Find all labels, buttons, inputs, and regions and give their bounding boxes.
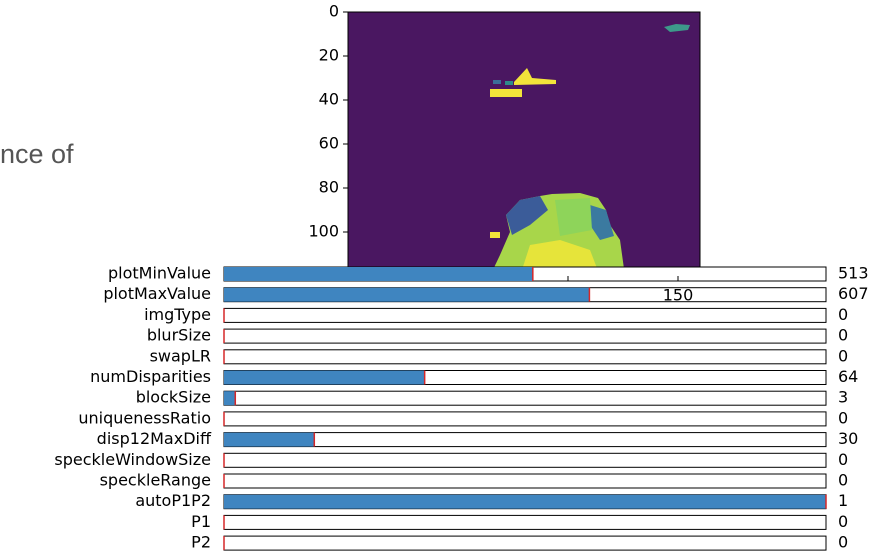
slider-value: 1 (838, 491, 848, 510)
slider-label: imgType (144, 305, 211, 324)
slider-track (224, 350, 826, 364)
slider-label: plotMaxValue (103, 284, 211, 303)
slider-fill (224, 495, 826, 509)
slider-value: 64 (838, 367, 858, 386)
screen: nce of 020406080100050100150plotMinValue… (0, 0, 889, 554)
slider-value: 0 (838, 326, 848, 345)
slider-label: blurSize (147, 326, 211, 345)
slider-label: P2 (191, 533, 211, 552)
slider-value: 0 (838, 346, 848, 365)
slider-track (224, 515, 826, 529)
slider-track (224, 453, 826, 467)
y-tick-label: 20 (319, 46, 339, 65)
slider-label: blockSize (136, 388, 211, 407)
y-tick-label: 100 (308, 222, 339, 241)
slider-fill (224, 267, 533, 281)
slider-track (224, 391, 826, 405)
y-tick-label: 80 (319, 178, 339, 197)
y-tick-label: 40 (319, 90, 339, 109)
slider-fill (224, 391, 235, 405)
slider-fill (224, 288, 589, 302)
background-text: nce of (0, 139, 74, 169)
slider-label: uniquenessRatio (78, 408, 211, 427)
slider-value: 3 (838, 388, 848, 407)
slider-track (224, 412, 826, 426)
slider-value: 0 (838, 450, 848, 469)
slider-value: 0 (838, 305, 848, 324)
x-tick-label: 150 (663, 286, 694, 305)
slider-label: plotMinValue (108, 264, 211, 283)
slider-value: 0 (838, 533, 848, 552)
slider-label: speckleRange (100, 471, 211, 490)
slider-label: autoP1P2 (135, 491, 211, 510)
slider-track (224, 308, 826, 322)
y-tick-label: 0 (329, 2, 339, 21)
slider-track (224, 329, 826, 343)
slider-value: 0 (838, 512, 848, 531)
slider-value: 513 (838, 264, 869, 283)
slider-label: numDisparities (90, 367, 211, 386)
slider-label: speckleWindowSize (54, 450, 211, 469)
image (348, 12, 700, 276)
slider-label: swapLR (150, 346, 211, 365)
slider-value: 30 (838, 429, 858, 448)
slider-value: 607 (838, 284, 869, 303)
slider-label: P1 (191, 512, 211, 531)
slider-fill (224, 433, 314, 447)
y-tick-label: 60 (319, 134, 339, 153)
slider-track (224, 536, 826, 550)
slider-label: disp12MaxDiff (97, 429, 212, 448)
slider-value: 0 (838, 471, 848, 490)
slider-value: 0 (838, 408, 848, 427)
slider-fill (224, 371, 425, 385)
slider-track (224, 474, 826, 488)
